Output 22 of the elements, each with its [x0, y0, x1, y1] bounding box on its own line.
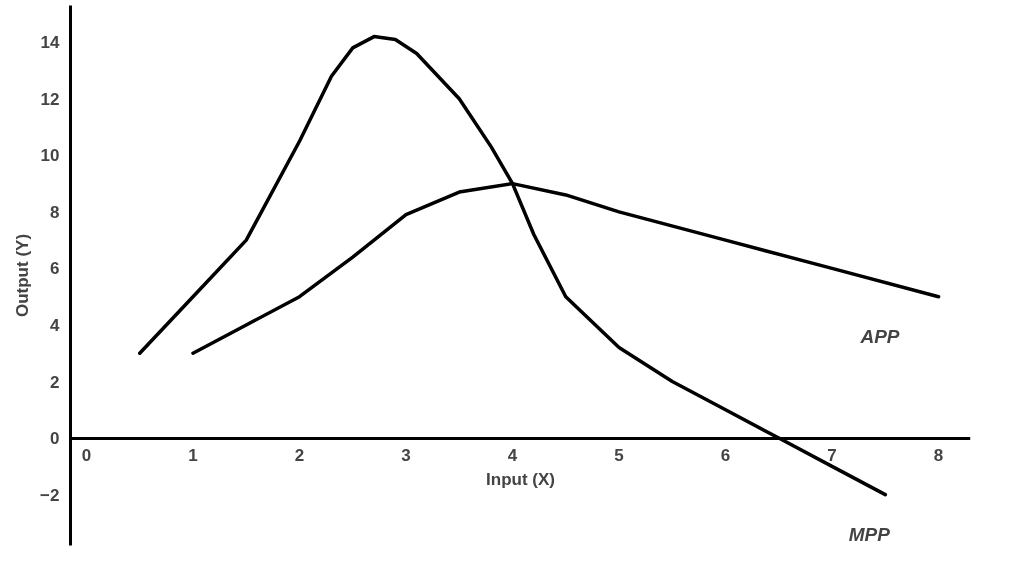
annotation: APP	[859, 325, 900, 347]
y-tick-label: 14	[40, 33, 61, 53]
x-tick-label: 5	[614, 446, 624, 466]
y-tick-label: 0	[50, 429, 60, 449]
x-tick-label: 0	[81, 446, 92, 466]
annotation: MPP	[848, 523, 891, 545]
y-tick-label: 4	[50, 315, 61, 335]
x-tick-label: 1	[188, 446, 198, 466]
x-tick-label: 6	[720, 446, 731, 466]
x-tick-label: 3	[401, 446, 411, 466]
x-tick-label: 7	[827, 446, 837, 466]
y-axis-title: Output (Y)	[13, 233, 33, 318]
y-tick-label: 6	[50, 259, 60, 279]
y-tick-label: 8	[50, 202, 60, 222]
x-axis-title: Input (X)	[486, 469, 555, 489]
y-tick-label: 2	[50, 372, 60, 392]
x-tick-label: 8	[933, 446, 944, 466]
x-tick-label: 4	[507, 446, 518, 466]
y-tick-label: 12	[40, 89, 60, 109]
y-tick-label: −2	[40, 485, 60, 505]
x-tick-label: 2	[294, 446, 305, 466]
y-tick-label: 10	[40, 146, 60, 166]
